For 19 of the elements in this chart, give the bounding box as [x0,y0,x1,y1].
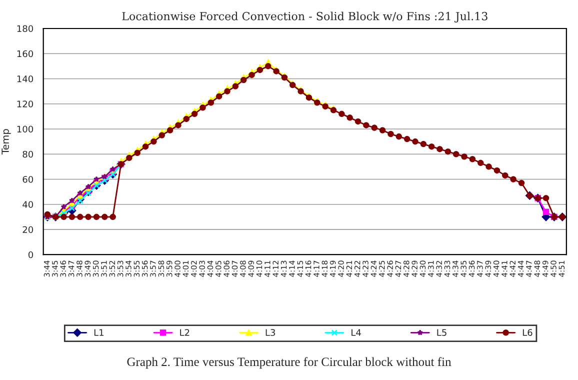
y-tick-label: 180 [17,25,34,32]
legend-label: L1 [94,329,104,336]
y-tick-label: 100 [17,126,34,133]
chart-title: Locationwise Forced Convection - Solid Block w/o Fins :21 Jul.13 [122,12,488,22]
y-tick-label: 0 [28,251,34,258]
y-tick-label: 80 [22,150,34,158]
y-tick-label: 160 [17,50,34,58]
y-tick-label: 140 [17,75,34,82]
y-axis-title: Temp [2,129,11,155]
legend-label: L4 [352,329,361,336]
y-tick-label: 120 [17,100,34,108]
y-tick-label: 40 [22,201,34,208]
legend-label: L2 [180,329,190,336]
legend-label: L5 [437,329,446,336]
legend-label: L6 [522,329,532,336]
y-tick-label: 60 [22,176,34,183]
y-tick-label: 20 [22,226,34,234]
legend-label: L3 [266,329,276,336]
caption: Graph 2. Time versus Temperature for Circular block without fin [127,357,452,369]
